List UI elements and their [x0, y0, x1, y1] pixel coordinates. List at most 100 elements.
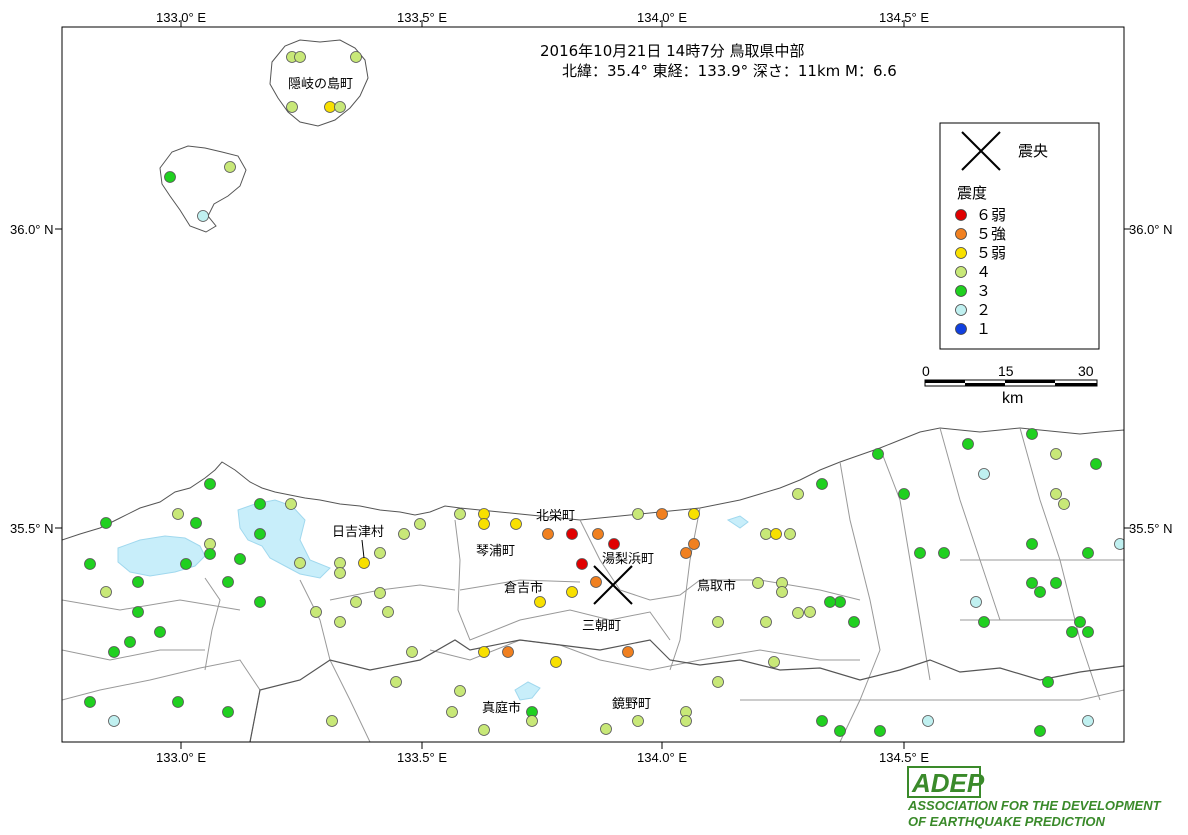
station-dot [680, 715, 692, 727]
left-lat-label-2: 35.5° N [10, 521, 54, 536]
station-dot [688, 508, 700, 520]
bottom-lon-label-1: 133.0° E [156, 750, 206, 765]
station-dot [222, 706, 234, 718]
station-dot [334, 101, 346, 113]
station-dot [1066, 626, 1078, 638]
station-dot [124, 636, 136, 648]
station-dot [622, 646, 634, 658]
legend-label-0: ６弱 [976, 206, 1006, 224]
station-dot [792, 607, 804, 619]
station-dot [334, 557, 346, 569]
place-tottori: 鳥取市 [697, 578, 736, 594]
station-dot [254, 528, 266, 540]
place-kagamino: 鏡野町 [612, 697, 651, 712]
reservoir [514, 681, 541, 701]
station-dot [254, 596, 266, 608]
station-dot [760, 528, 772, 540]
legend-label-3: ４ [976, 263, 991, 281]
scale-unit: km [1002, 390, 1023, 407]
scale-tick-15: 15 [998, 363, 1014, 379]
top-lon-label-2: 133.5° E [397, 10, 447, 25]
logo-line-2: OF EARTHQUAKE PREDICTION [908, 814, 1106, 829]
legend-label-6: １ [976, 320, 991, 338]
station-dot [804, 606, 816, 618]
station-dot [406, 646, 418, 658]
station-dot [760, 616, 772, 628]
title-line-1: 2016年10月21日 14時7分 鳥取県中部 [540, 42, 805, 60]
station-dot [770, 528, 782, 540]
station-dot [938, 547, 950, 559]
station-dot [350, 596, 362, 608]
station-dot [294, 51, 306, 63]
station-dot [285, 498, 297, 510]
station-dot [180, 558, 192, 570]
legend-dot-2 [955, 247, 967, 259]
station-dot [204, 548, 216, 560]
top-lon-label-1: 133.0° E [156, 10, 206, 25]
station-dot [84, 696, 96, 708]
station-dot [350, 51, 362, 63]
lake-nakaumi [237, 499, 331, 579]
station-dot [382, 606, 394, 618]
station-dot [962, 438, 974, 450]
station-dot [608, 538, 620, 550]
station-dot [816, 715, 828, 727]
legend-label-4: ３ [976, 282, 991, 300]
legend-dot-6 [955, 323, 967, 335]
station-dot [326, 715, 338, 727]
intensity-dots [84, 51, 1124, 737]
legend-epicenter-label: 震央 [1018, 142, 1048, 160]
station-dot [1090, 458, 1102, 470]
legend-dot-1 [955, 228, 967, 240]
map-area: 隠岐の島町 日吉津村 北栄町 琴浦町 湯梨浜町 倉吉市 鳥取市 三朝町 真庭市 … [62, 39, 1124, 742]
station-dot [374, 547, 386, 559]
title-line-2: 北緯：35.4° 東経：133.9° 深さ：11km M：6.6 [562, 62, 897, 80]
epicenter-marker [593, 565, 633, 605]
logo-name: ADEP [911, 768, 985, 798]
station-dot [590, 576, 602, 588]
top-lon-label-4: 134.5° E [879, 10, 929, 25]
station-dot [680, 547, 692, 559]
station-dot [222, 576, 234, 588]
station-dot [294, 557, 306, 569]
left-lat-label-1: 36.0° N [10, 222, 54, 237]
station-dot [712, 676, 724, 688]
station-dot [310, 606, 322, 618]
station-dot [600, 723, 612, 735]
station-dot [454, 685, 466, 697]
station-dot [390, 676, 402, 688]
bottom-lon-label-4: 134.5° E [879, 750, 929, 765]
station-dot [1074, 616, 1086, 628]
station-dot [1058, 498, 1070, 510]
station-dot [776, 586, 788, 598]
station-dot [1050, 448, 1062, 460]
station-dot [190, 517, 202, 529]
station-dot [792, 488, 804, 500]
station-dot [334, 567, 346, 579]
station-dot [632, 715, 644, 727]
station-dot [374, 587, 386, 599]
scale-tick-30: 30 [1078, 363, 1094, 379]
station-dot [632, 508, 644, 520]
station-dot [1114, 538, 1124, 550]
station-dot [334, 616, 346, 628]
legend-label-5: ２ [976, 301, 991, 319]
station-dot [978, 468, 990, 480]
place-oki: 隠岐の島町 [288, 77, 353, 92]
station-dot [108, 715, 120, 727]
station-dot [204, 538, 216, 550]
lake-togo [726, 515, 749, 529]
station-dot [197, 210, 209, 222]
station-dot [592, 528, 604, 540]
station-dot [874, 725, 886, 737]
station-dot [534, 596, 546, 608]
station-dot [712, 616, 724, 628]
station-dot [824, 596, 836, 608]
station-dot [446, 706, 458, 718]
place-maniwa: 真庭市 [482, 700, 521, 716]
station-dot [526, 715, 538, 727]
place-hiezu: 日吉津村 [332, 525, 384, 540]
station-dot [100, 586, 112, 598]
